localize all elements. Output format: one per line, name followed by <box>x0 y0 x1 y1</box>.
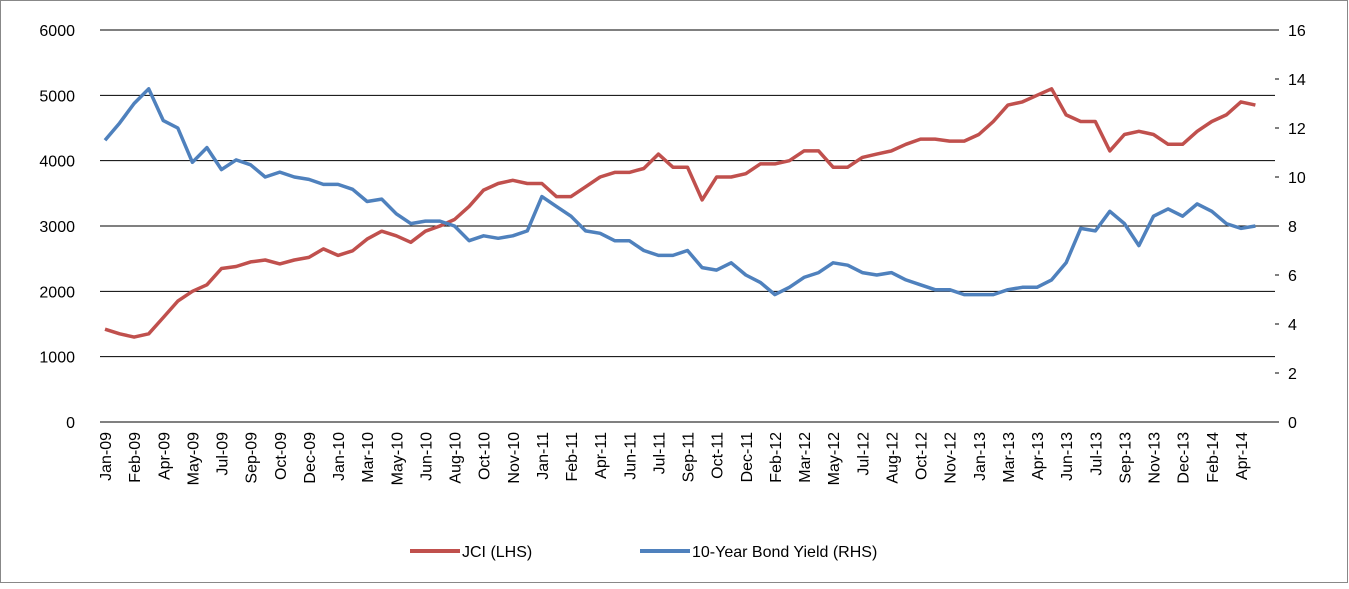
y2-tick-label: 16 <box>1288 23 1306 40</box>
x-tick-label: Feb-11 <box>564 432 581 482</box>
x-tick-label: Jan-13 <box>972 432 989 481</box>
x-tick-label: Apr-11 <box>593 432 610 479</box>
x-tick-label: Sep-13 <box>1117 432 1134 484</box>
x-tick-label: Sep-09 <box>244 432 261 484</box>
x-tick-label: Nov-13 <box>1147 432 1164 484</box>
x-tick-label: Jul-13 <box>1088 432 1105 476</box>
y-tick-label: 0 <box>66 415 75 432</box>
y-tick-label: 2000 <box>39 284 75 301</box>
x-tick-label: Dec-09 <box>302 432 319 484</box>
y2-tick-label: 14 <box>1288 72 1306 89</box>
x-tick-label: Oct-10 <box>477 432 494 480</box>
y-tick-label: 4000 <box>39 154 75 171</box>
y2-tick-label: 12 <box>1288 121 1306 138</box>
x-tick-label: Mar-12 <box>797 432 814 483</box>
x-tick-label: Mar-13 <box>1001 432 1018 483</box>
y2-tick-label: 10 <box>1288 170 1306 187</box>
x-tick-label: Nov-10 <box>506 432 523 484</box>
series-line <box>104 87 1256 339</box>
x-tick-label: Aug-10 <box>448 432 465 484</box>
x-tick-label: Jan-10 <box>331 432 348 481</box>
x-tick-label: Jun-11 <box>622 432 639 480</box>
y2-tick-label: 8 <box>1288 219 1297 236</box>
y-tick-label: 6000 <box>39 23 75 40</box>
x-tick-label: Sep-11 <box>681 432 698 483</box>
x-tick-label: Dec-11 <box>739 432 756 482</box>
x-tick-label: Oct-11 <box>710 432 727 479</box>
x-tick-label: Apr-09 <box>156 432 173 480</box>
x-tick-label: Jun-10 <box>418 432 435 481</box>
x-tick-label: Nov-12 <box>943 432 960 484</box>
x-tick-label: Oct-09 <box>273 432 290 480</box>
x-tick-label: Jul-09 <box>215 432 232 476</box>
y-tick-label: 5000 <box>39 88 75 105</box>
x-tick-label: Dec-13 <box>1176 432 1193 484</box>
x-tick-label: Feb-14 <box>1205 432 1222 483</box>
x-tick-label: Apr-13 <box>1030 432 1047 480</box>
legend-label: 10-Year Bond Yield (RHS) <box>692 544 877 561</box>
x-tick-label: Apr-14 <box>1234 432 1251 480</box>
x-tick-label: Aug-12 <box>884 432 901 484</box>
x-tick-label: Feb-09 <box>127 432 144 483</box>
x-tick-label: Jan-09 <box>98 432 115 481</box>
legend-label: JCI (LHS) <box>462 544 532 561</box>
x-tick-label: May-10 <box>389 432 406 485</box>
series-line <box>103 87 1256 297</box>
x-tick-label: Jun-13 <box>1059 432 1076 481</box>
y2-tick-label: 2 <box>1288 366 1297 383</box>
y2-tick-label: 4 <box>1288 317 1297 334</box>
y2-tick-label: 6 <box>1288 268 1297 285</box>
y2-tick-label: 0 <box>1288 415 1297 432</box>
x-tick-label: Jan-11 <box>535 432 552 480</box>
x-tick-label: Jul-12 <box>855 432 872 476</box>
y-tick-label: 3000 <box>39 219 75 236</box>
x-tick-label: Oct-12 <box>914 432 931 480</box>
x-tick-label: May-12 <box>826 432 843 485</box>
x-tick-label: Feb-12 <box>768 432 785 483</box>
y-tick-label: 1000 <box>39 350 75 367</box>
x-tick-label: May-09 <box>185 432 202 485</box>
x-tick-label: Mar-10 <box>360 432 377 483</box>
x-tick-label: Jul-11 <box>651 432 668 474</box>
